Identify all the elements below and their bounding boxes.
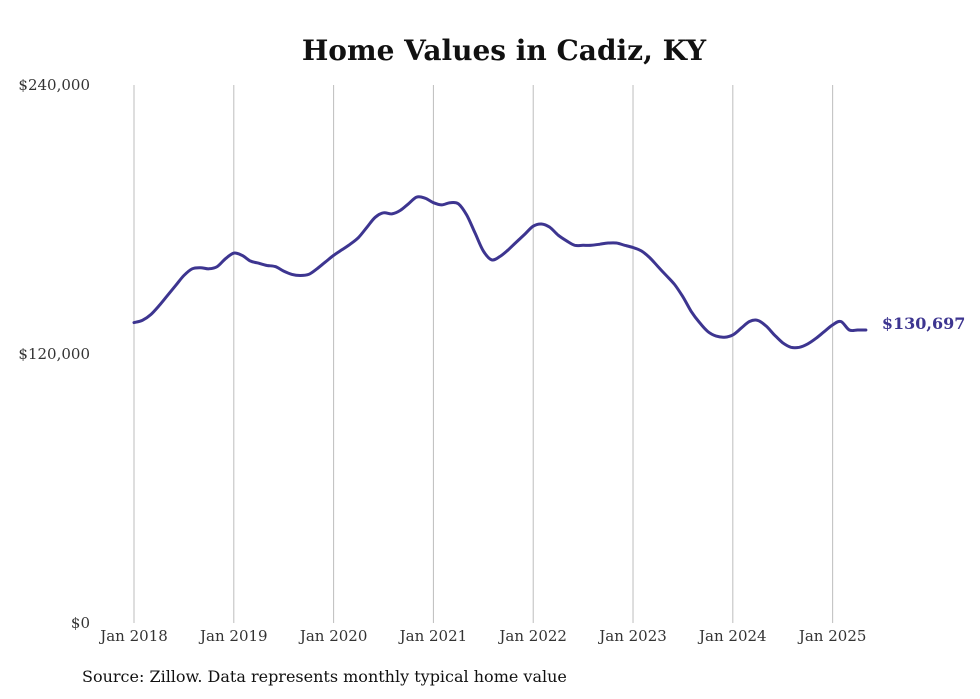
x-tick-label: Jan 2022: [497, 627, 567, 645]
series-end-label: $130,697: [882, 314, 966, 333]
series-line: [132, 195, 868, 350]
x-tick-label: Jan 2020: [298, 627, 368, 645]
x-tick-label: Jan 2023: [597, 627, 667, 645]
source-note: Source: Zillow. Data represents monthly …: [82, 667, 567, 686]
x-tick-label: Jan 2021: [398, 627, 468, 645]
gridlines: [133, 85, 834, 623]
y-tick-label: $120,000: [18, 345, 90, 363]
x-tick-label: Jan 2019: [198, 627, 268, 645]
y-tick-label: $0: [71, 614, 90, 632]
series-layer: $130,697: [132, 195, 966, 350]
chart-title: Home Values in Cadiz, KY: [302, 34, 707, 67]
x-tick-label: Jan 2024: [697, 627, 767, 645]
y-tick-label: $240,000: [18, 76, 90, 94]
x-tick-label: Jan 2018: [98, 627, 168, 645]
x-axis-ticks: Jan 2018 Jan 2019 Jan 2020 Jan 2021 Jan 2022…: [98, 627, 866, 645]
x-tick-label: Jan 2025: [797, 627, 867, 645]
y-axis-ticks: $0 $120,000 $240,000: [18, 76, 90, 632]
